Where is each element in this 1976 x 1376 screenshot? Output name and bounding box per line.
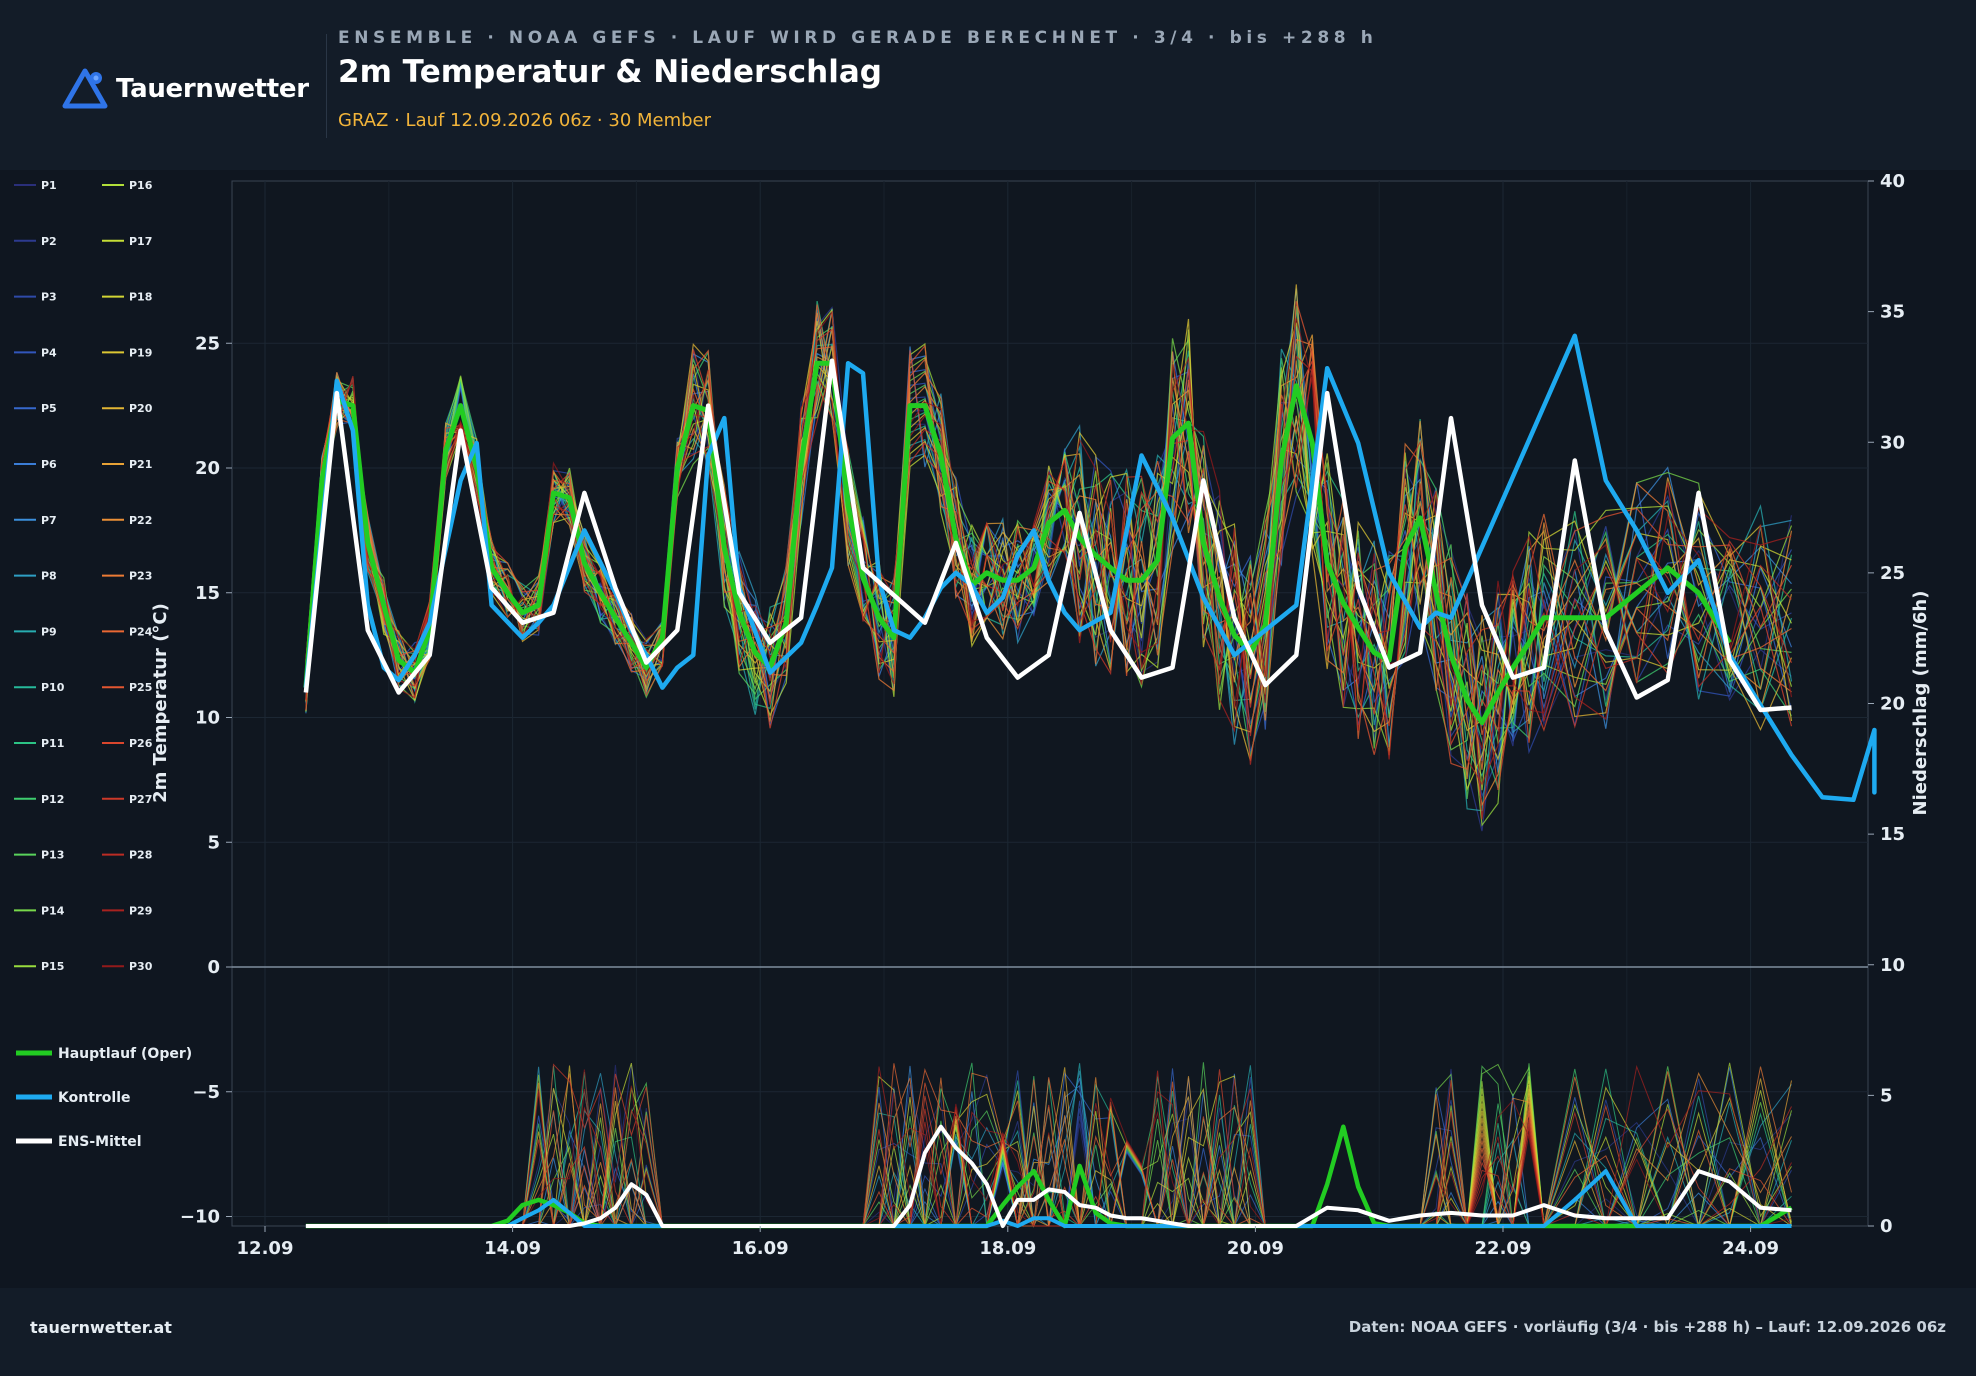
series-precip-ENS-Mittel: [305, 1124, 1792, 1228]
xtick-label: 12.09: [237, 1238, 294, 1259]
legend-label-P30: P30: [129, 960, 153, 973]
legend-label-P22: P22: [129, 514, 152, 527]
y2tick-label: 0: [1880, 1216, 1893, 1237]
legend-label-P24: P24: [129, 625, 153, 638]
legend-label-P27: P27: [129, 793, 152, 806]
series-temp-ENS-Mittel: [303, 358, 1792, 713]
xtick-label: 24.09: [1722, 1238, 1779, 1259]
xtick-label: 14.09: [484, 1238, 541, 1259]
y2tick-label: 25: [1880, 563, 1905, 584]
legend-label-P20: P20: [129, 402, 153, 415]
plot-frame: [231, 180, 1869, 1227]
series-precip-Kontrolle: [305, 1169, 1792, 1228]
legend-label-P25: P25: [129, 681, 152, 694]
chart: P1 P2 P3 P4 P5 P6 P7 P8 P9 P10 P11 P12 P13 P14 P15 P16 P…: [14, 171, 1931, 1259]
ytick-label: −10: [180, 1207, 220, 1228]
legend-label-P7: P7: [41, 514, 57, 527]
legend-label-P18: P18: [129, 291, 152, 304]
xtick-label: 18.09: [979, 1238, 1036, 1259]
y2tick-label: 10: [1880, 955, 1905, 976]
ytick-label: 0: [207, 957, 220, 978]
y2tick-label: 35: [1880, 302, 1905, 323]
run-subtitle: GRAZ · Lauf 12.09.2026 06z · 30 Member: [338, 110, 712, 131]
legend-label-P4: P4: [41, 346, 57, 359]
legend-label-P11: P11: [41, 737, 64, 750]
legend-label-P13: P13: [41, 849, 64, 862]
legend-label-P28: P28: [129, 849, 152, 862]
legend-label-P14: P14: [41, 904, 65, 917]
triangle-logo-icon: [62, 68, 108, 109]
axes: −10 −5 0 5 10 15 20 25 0 5 10 15 20 25 30 35 40 12.09 14.0…: [150, 171, 1931, 1259]
legend-label-P21: P21: [129, 458, 152, 471]
legend-label-P5: P5: [41, 402, 57, 415]
header-divider: [326, 34, 327, 138]
legend-label-main: Hauptlauf (Oper): [58, 1046, 192, 1062]
legend-label-P29: P29: [129, 904, 152, 917]
y2tick-label: 20: [1880, 694, 1905, 715]
legend-label-P10: P10: [41, 681, 65, 694]
brand-name: Tauernwetter: [116, 74, 309, 104]
xtick-label: 20.09: [1227, 1238, 1284, 1259]
y2tick-label: 40: [1880, 171, 1905, 192]
ytick-label: 10: [195, 708, 220, 729]
legend: P1 P2 P3 P4 P5 P6 P7 P8 P9 P10 P11 P12 P13 P14 P15 P16 P…: [14, 179, 192, 1150]
member-temp-line-P30: [305, 310, 1793, 750]
y-axis-label: 2m Temperatur (°C): [150, 603, 171, 803]
legend-label-P2: P2: [41, 235, 57, 248]
header: Tauernwetter ENSEMBLE · NOAA GEFS · LAUF…: [0, 0, 1976, 170]
legend-label-P3: P3: [41, 291, 57, 304]
plot-area: [231, 180, 1877, 1229]
y2tick-label: 30: [1880, 432, 1905, 453]
member-precip-line-P30: [305, 1069, 1792, 1228]
legend-label-P19: P19: [129, 346, 152, 359]
legend-label-P26: P26: [129, 737, 153, 750]
y2tick-label: 15: [1880, 824, 1905, 845]
legend-label-P12: P12: [41, 793, 64, 806]
site-link[interactable]: tauernwetter.at: [30, 1318, 172, 1337]
legend-label-P8: P8: [41, 570, 57, 583]
ytick-label: 25: [195, 333, 220, 354]
legend-label-main: ENS-Mittel: [58, 1134, 142, 1150]
legend-label-P6: P6: [41, 458, 57, 471]
legend-label-P15: P15: [41, 960, 64, 973]
ytick-label: −5: [192, 1082, 220, 1103]
legend-label-main: Kontrolle: [58, 1090, 131, 1106]
xtick-label: 22.09: [1475, 1238, 1532, 1259]
legend-label-P17: P17: [129, 235, 152, 248]
series-temp-Kontrolle: [303, 333, 1877, 803]
data-credit: Daten: NOAA GEFS · vorläufig (3/4 · bis …: [1348, 1318, 1946, 1336]
run-status-eyebrow: ENSEMBLE · NOAA GEFS · LAUF WIRD GERADE …: [338, 28, 1378, 48]
footer: tauernwetter.at Daten: NOAA GEFS · vorlä…: [0, 1288, 1976, 1376]
member-precip-line-P29: [305, 1064, 1792, 1228]
y2-axis-label: Niederschlag (mm/6h): [1910, 591, 1931, 816]
legend-label-P16: P16: [129, 179, 153, 192]
page-title: 2m Temperatur & Niederschlag: [338, 54, 882, 90]
ytick-label: 5: [207, 832, 220, 853]
y2tick-label: 5: [1880, 1085, 1893, 1106]
legend-label-P1: P1: [41, 179, 57, 192]
legend-label-P9: P9: [41, 625, 57, 638]
ytick-label: 20: [195, 458, 220, 479]
member-temp-line-P28: [305, 355, 1792, 820]
ytick-label: 15: [195, 583, 220, 604]
brand-logo[interactable]: Tauernwetter: [60, 66, 309, 112]
xtick-label: 16.09: [732, 1238, 789, 1259]
legend-label-P23: P23: [129, 570, 152, 583]
